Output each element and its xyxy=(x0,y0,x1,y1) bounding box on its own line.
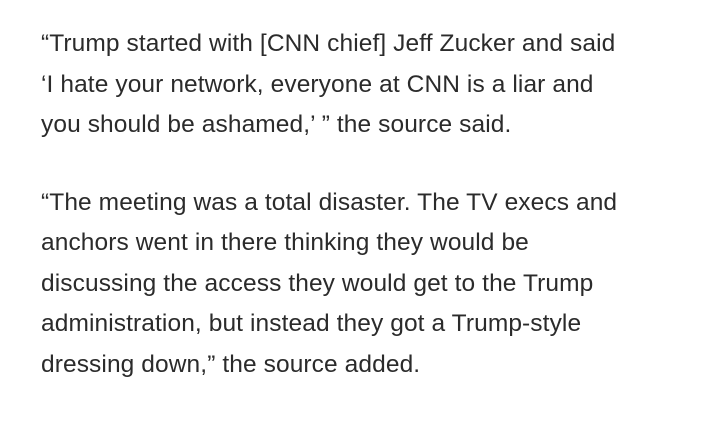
text-line: ‘I hate your network, everyone at CNN is… xyxy=(41,70,594,98)
text-line: “The meeting was a total disaster. The T… xyxy=(41,188,618,216)
text-line: “Trump started with [CNN chief] Jeff Zuc… xyxy=(41,30,616,57)
paragraph-quote-meeting: “The meeting was a total disaster. The T… xyxy=(41,183,711,386)
text-line: discussing the access they would get to … xyxy=(41,269,594,297)
paragraph-quote-zucker: “Trump started with [CNN chief] Jeff Zuc… xyxy=(41,24,711,146)
text-line: you should be ashamed,’ ” the source sai… xyxy=(41,111,512,138)
text-line: administration, but instead they got a T… xyxy=(41,310,582,337)
text-line: anchors went in there thinking they woul… xyxy=(41,229,529,256)
text-line: dressing down,” the source added. xyxy=(41,350,421,378)
article-body: “Trump started with [CNN chief] Jeff Zuc… xyxy=(41,24,711,385)
